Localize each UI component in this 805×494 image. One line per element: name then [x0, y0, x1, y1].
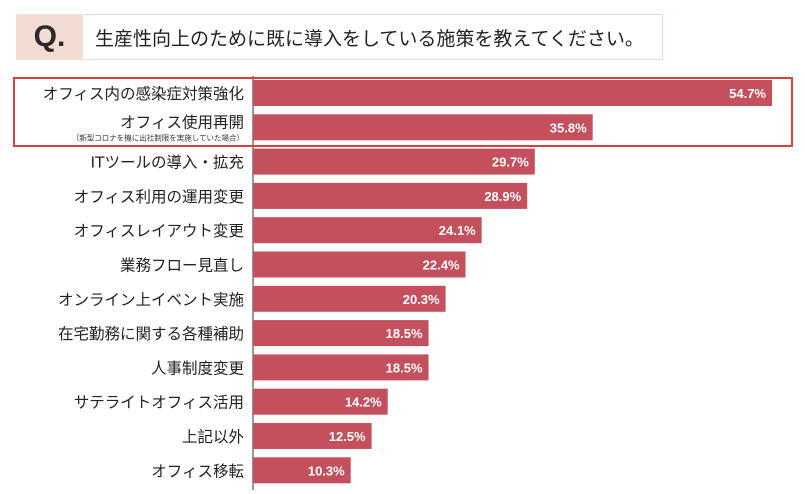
category-note-1: （新型コロナを機に出社制限を実施していた場合）	[72, 132, 244, 142]
category-label-1: オフィス使用再開	[120, 113, 244, 131]
category-label-7: 在宅勤務に関する各種補助	[58, 325, 244, 343]
category-label-10: 上記以外	[182, 428, 244, 446]
value-label-9: 14.2%	[345, 395, 382, 410]
value-label-0: 54.7%	[729, 86, 766, 101]
category-label-8: 人事制度変更	[151, 359, 245, 377]
bar-6	[253, 285, 446, 312]
category-label-0: オフィス内の感染症対策強化	[43, 85, 244, 103]
bar-2	[253, 148, 535, 175]
category-label-9: サテライトオフィス活用	[74, 394, 244, 412]
value-label-2: 29.7%	[492, 155, 529, 170]
value-label-6: 20.3%	[403, 292, 440, 307]
bar-0	[253, 80, 772, 106]
bar-1	[253, 114, 593, 141]
category-label-6: オンライン上イベント実施	[58, 291, 244, 309]
bar-7	[253, 320, 429, 347]
value-label-4: 24.1%	[439, 223, 476, 238]
value-label-3: 28.9%	[484, 189, 521, 204]
value-label-10: 12.5%	[329, 429, 366, 444]
bar-3	[253, 182, 528, 209]
bar-5	[253, 251, 466, 278]
category-label-4: オフィスレイアウト変更	[74, 222, 245, 240]
category-label-5: 業務フロー見直し	[120, 257, 244, 275]
bar-11	[253, 457, 351, 484]
bar-9	[253, 388, 388, 415]
value-label-11: 10.3%	[308, 463, 345, 478]
bar-8	[253, 354, 429, 381]
category-label-2: ITツールの導入・拡充	[90, 154, 244, 172]
value-label-1: 35.8%	[550, 120, 587, 135]
question-header: Q. 生産性向上のために既に導入をしている施策を教えてください。	[16, 14, 663, 60]
question-badge: Q.	[16, 14, 83, 60]
bar-10	[253, 423, 372, 449]
value-label-7: 18.5%	[386, 326, 423, 341]
category-label-11: オフィス移転	[151, 462, 244, 480]
bar-4	[253, 217, 482, 244]
category-label-3: オフィス利用の運用変更	[74, 188, 245, 206]
value-label-8: 18.5%	[386, 360, 423, 375]
highlight-box	[13, 77, 793, 147]
value-label-5: 22.4%	[423, 258, 460, 273]
question-text: 生産性向上のために既に導入をしている施策を教えてください。	[83, 14, 663, 60]
